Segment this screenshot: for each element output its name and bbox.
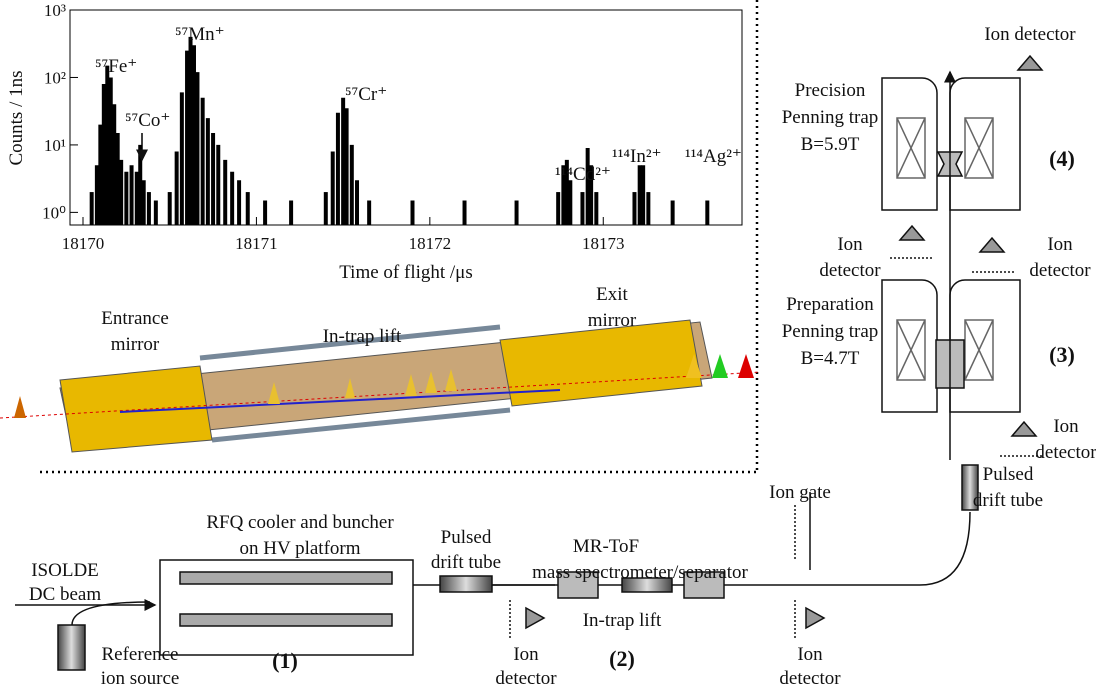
y-tick-label: 10¹ (44, 136, 66, 155)
label: ISOLDE (31, 560, 99, 581)
exit-electrodes (499, 319, 703, 407)
mrtof-figure: Entrance mirror In-trap lift Exit mirror (0, 284, 761, 453)
entrance-electrodes (59, 365, 213, 453)
peak-label: ⁵⁷Fe⁺ (95, 56, 137, 77)
label: drift tube (973, 490, 1043, 511)
peak-label: ⁵⁷Cr⁺ (345, 84, 387, 105)
peak-label: ⁵⁷Mn⁺ (175, 24, 225, 45)
setup-labels: Ion detector Precision Penning trap B=5.… (29, 24, 1096, 688)
label: detector (1029, 260, 1091, 281)
label: MR-ToF (573, 536, 639, 557)
label: detector (1035, 442, 1096, 463)
label: DC beam (29, 584, 102, 605)
beam-path (0, 371, 761, 419)
label: Ion (513, 644, 539, 665)
label: Exit (596, 284, 628, 305)
label: Preparation (786, 294, 874, 315)
separators (40, 0, 759, 474)
label: detector (819, 260, 881, 281)
label: Pulsed (983, 464, 1034, 485)
label: RFQ cooler and buncher (206, 512, 394, 533)
plot-frame (69, 9, 743, 226)
x-tick-label: 18173 (582, 234, 625, 253)
peak-label: ¹¹⁴In²⁺ (612, 146, 662, 167)
label: Ion (1053, 416, 1079, 437)
label: In-trap lift (583, 610, 662, 631)
x-tick-label: 18172 (409, 234, 452, 253)
detectors (898, 54, 1044, 437)
drift-tube (439, 575, 493, 593)
label: Entrance (101, 308, 169, 329)
spectrum-chart: Counts / 1ns Time of flight /μs 10⁰ 10¹ 10… (6, 1, 743, 283)
peak-label: ⁵⁷Co⁺ (125, 110, 170, 131)
peak-label: ¹¹⁴Cd²⁺ (555, 164, 611, 185)
setup-diagram (15, 54, 1044, 671)
label: Ion (837, 234, 863, 255)
ion-bunch (14, 396, 26, 418)
x-tick-label: 18170 (62, 234, 105, 253)
rfq-box (159, 559, 414, 656)
label: drift tube (431, 552, 501, 573)
label: In-trap lift (323, 326, 402, 347)
drift-tube (961, 464, 979, 511)
detector-motion (890, 257, 1044, 457)
label: Reference (102, 644, 179, 665)
label: Penning trap (782, 321, 879, 342)
y-tick-label: 10² (44, 68, 66, 87)
label: Ion (1047, 234, 1073, 255)
y-tick-label: 10⁰ (42, 203, 66, 222)
label: Pulsed (441, 527, 492, 548)
label: B=4.7T (801, 348, 860, 369)
label: on HV platform (239, 538, 360, 559)
label: detector (495, 668, 557, 688)
ion-bunches (268, 369, 457, 404)
label: (2) (609, 646, 635, 671)
reference-source (57, 624, 86, 671)
label: (1) (272, 648, 298, 673)
label: mirror (588, 310, 637, 331)
label: ion source (101, 668, 180, 688)
label: (4) (1049, 146, 1075, 171)
label: mirror (111, 334, 160, 355)
rod (211, 407, 511, 443)
x-tick-label: 18171 (235, 234, 278, 253)
peak-label: ¹¹⁴Ag²⁺ (685, 146, 742, 167)
label: detector (779, 668, 841, 688)
label: Penning trap (782, 107, 879, 128)
magnet-4 (881, 77, 1021, 211)
ion-path (119, 389, 561, 413)
label: Ion detector (984, 24, 1076, 45)
y-tick-label: 10³ (44, 1, 66, 20)
rod (199, 324, 501, 361)
label: mass spectrometer/separator (532, 562, 748, 583)
label: Ion gate (769, 482, 831, 503)
x-axis-label: Time of flight /μs (339, 262, 473, 283)
label: Ion (797, 644, 823, 665)
label: (3) (1049, 342, 1075, 367)
label: Precision (795, 80, 866, 101)
y-axis-label: Counts / 1ns (6, 70, 27, 165)
beam-line (470, 511, 971, 586)
label: B=5.9T (801, 134, 860, 155)
